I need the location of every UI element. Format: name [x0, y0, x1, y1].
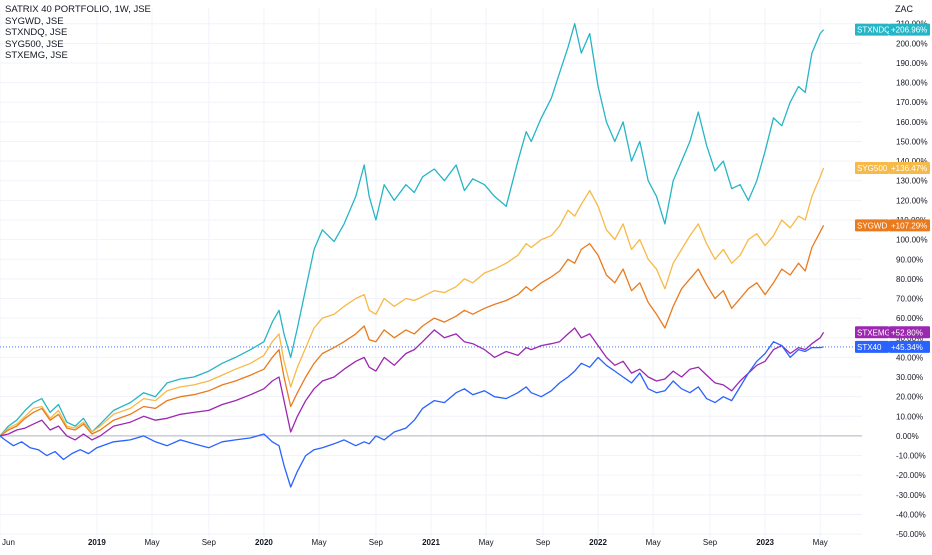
- series-name-tag: STXEMG: [857, 328, 891, 337]
- series-line-sygwd[interactable]: [0, 224, 825, 437]
- series-value-tag: +107.29%: [891, 221, 927, 230]
- y-tick-label: 140.00%: [896, 157, 928, 166]
- gridlines: [0, 8, 862, 538]
- last-label-syg500: SYG500 +136.47%: [855, 162, 930, 175]
- series-line-stx40[interactable]: [0, 341, 824, 488]
- currency-label: ZAC: [895, 4, 914, 14]
- last-label-stx40: STX40 +45.34%: [855, 340, 930, 353]
- y-tick-label: 10.00%: [896, 412, 923, 421]
- y-tick-label: 40.00%: [896, 353, 923, 362]
- y-axis: ZAC -50.00% -40.00% -30.00% -20.00% -10.00% 0…: [895, 4, 928, 539]
- x-tick-label: Sep: [703, 538, 718, 547]
- x-tick-label: May: [813, 538, 828, 547]
- x-tick-label: May: [646, 538, 661, 547]
- y-tick-label: 160.00%: [896, 118, 928, 127]
- series-line-stxndq[interactable]: [0, 23, 825, 437]
- series-name-tag: STXNDQ: [857, 26, 890, 35]
- y-tick-label: 20.00%: [896, 393, 923, 402]
- y-tick-label: -40.00%: [896, 510, 926, 519]
- series-lines: [0, 23, 825, 488]
- series-value-tag: +52.80%: [891, 328, 923, 337]
- legend: SATRIX 40 PORTFOLIO, 1W, JSE SYGWD, JSE …: [5, 4, 151, 62]
- x-tick-label: 2019: [88, 538, 106, 547]
- y-tick-label: 190.00%: [896, 59, 928, 68]
- series-name-tag: SYGWD: [857, 221, 887, 230]
- x-tick-label: May: [479, 538, 494, 547]
- y-tick-label: 70.00%: [896, 295, 923, 304]
- last-label-stxndq: STXNDQ +206.96%: [855, 23, 930, 36]
- x-tick-label: Sep: [536, 538, 551, 547]
- series-value-tag: +136.47%: [891, 164, 927, 173]
- last-label-stxemg: STXEMG +52.80%: [855, 326, 930, 339]
- x-tick-label: Sep: [202, 538, 217, 547]
- y-tick-label: 170.00%: [896, 98, 928, 107]
- series-value-tag: +45.34%: [891, 343, 923, 352]
- series-name-tag: SYG500: [857, 164, 888, 173]
- y-tick-label: 100.00%: [896, 236, 928, 245]
- x-tick-label: Sep: [369, 538, 384, 547]
- series-line-syg500[interactable]: [0, 167, 825, 437]
- y-tick-label: 30.00%: [896, 373, 923, 382]
- x-tick-label: 2020: [255, 538, 273, 547]
- legend-title: SATRIX 40 PORTFOLIO, 1W, JSE: [5, 4, 151, 15]
- y-tick-label: -20.00%: [896, 471, 926, 480]
- x-tick-label: 2022: [589, 538, 607, 547]
- y-tick-label: 200.00%: [896, 39, 928, 48]
- y-tick-label: 120.00%: [896, 196, 928, 205]
- y-tick-label: 90.00%: [896, 255, 923, 264]
- series-name-tag: STX40: [857, 343, 882, 352]
- x-tick-label: 2021: [422, 538, 440, 547]
- series-value-tag: +206.96%: [891, 26, 927, 35]
- legend-entry-stxemg[interactable]: STXEMG, JSE: [5, 50, 68, 61]
- y-tick-label: 130.00%: [896, 177, 928, 186]
- y-tick-label: 80.00%: [896, 275, 923, 284]
- last-value-labels: STXNDQ +206.96% SYG500 +136.47% SYGWD +107.29…: [855, 23, 930, 353]
- y-tick-label: 150.00%: [896, 137, 928, 146]
- x-tick-label: Jun: [2, 538, 15, 547]
- x-tick-label: May: [312, 538, 327, 547]
- legend-entry-stxndq[interactable]: STXNDQ, JSE: [5, 27, 68, 38]
- series-line-stxemg[interactable]: [0, 327, 825, 441]
- y-tick-label: 0.00%: [896, 432, 919, 441]
- x-tick-label: 2023: [756, 538, 774, 547]
- x-axis: Jun 2019 May Sep 2020 May Sep 2021 May Sep 2022 May…: [2, 538, 828, 547]
- last-label-sygwd: SYGWD +107.29%: [855, 219, 930, 232]
- y-tick-label: -50.00%: [896, 530, 926, 539]
- y-tick-label: 180.00%: [896, 79, 928, 88]
- y-tick-label: -10.00%: [896, 452, 926, 461]
- legend-entry-syg500[interactable]: SYG500, JSE: [5, 38, 64, 50]
- legend-entry-sygwd[interactable]: SYGWD, JSE: [5, 15, 64, 27]
- x-tick-label: May: [144, 538, 159, 547]
- y-tick-label: 60.00%: [896, 314, 923, 323]
- y-tick-label: -30.00%: [896, 491, 926, 500]
